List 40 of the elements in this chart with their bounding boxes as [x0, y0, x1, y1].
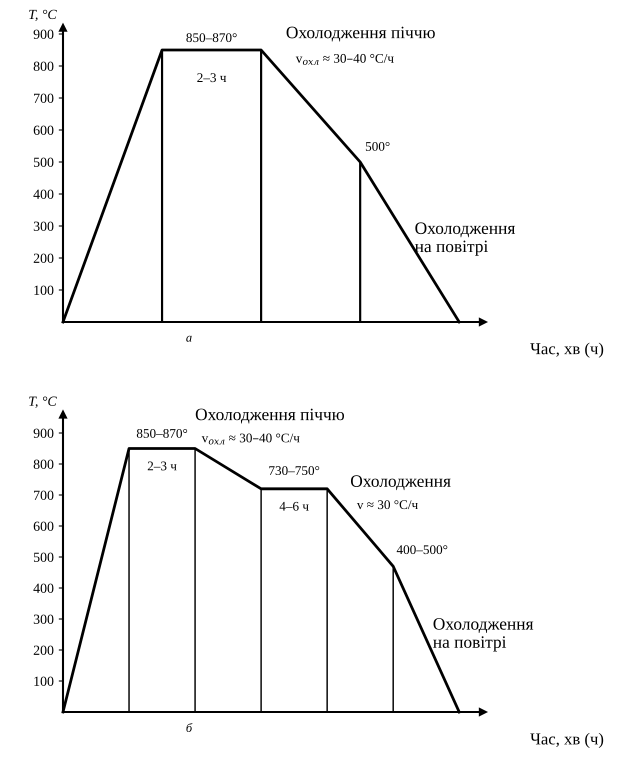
annotation: v$_{охл}$ ≈ 30–40 °C/ч [202, 434, 300, 444]
y-tick-label: 400 [33, 584, 54, 593]
y-tick-label: 200 [34, 646, 54, 655]
annotation: 2–3 ч [197, 73, 226, 82]
annotation: Охолодження піччю [196, 408, 344, 424]
annotation: Охолодження на повітрі [433, 618, 534, 652]
y-tick-label: 100 [34, 676, 54, 686]
annotation: Охолодження піччю [286, 26, 435, 42]
y-tick-label: 500 [34, 158, 54, 167]
annotation: 400–500° [396, 545, 448, 554]
x-axis-title: Час, хв (ч) [530, 342, 604, 358]
annotation: 2–3 ч [148, 462, 177, 470]
y-tick-label: 800 [34, 62, 54, 71]
y-tick-label: 200 [34, 254, 54, 263]
y-axis-title: T, °C [29, 396, 57, 408]
y-tick-label: 300 [34, 222, 54, 231]
annotation: 730–750° [269, 466, 320, 476]
y-tick-label: 100 [34, 286, 54, 295]
annotation: 4–6 ч [280, 502, 309, 511]
text: а [186, 336, 192, 342]
annotation: 850–870° [186, 33, 237, 42]
y-tick-label: 700 [34, 490, 54, 500]
y-tick-label: 900 [34, 428, 54, 438]
annotation: Охолодження на повітрі [414, 222, 516, 256]
y-tick-label: 600 [34, 126, 54, 135]
annotation: v$_{охл}$ ≈ 30–40 °C/ч [296, 54, 394, 65]
y-tick-label: 300 [34, 614, 54, 624]
y-axis-title: T, °C [29, 10, 57, 22]
y-tick-label: 800 [34, 460, 54, 469]
annotation: 500° [366, 142, 390, 151]
text: б [186, 722, 192, 732]
y-tick-label: 500 [34, 552, 54, 562]
x-axis-title: Час, хв (ч) [530, 732, 604, 748]
y-tick-label: 400 [33, 190, 54, 199]
y-tick-label: 900 [34, 30, 54, 39]
annotation: Охолодження [350, 475, 451, 490]
annotation: 850–870° [136, 428, 188, 438]
y-tick-label: 600 [34, 522, 54, 531]
annotation: v ≈ 30 °C/ч [356, 500, 418, 510]
y-tick-label: 700 [34, 94, 54, 103]
